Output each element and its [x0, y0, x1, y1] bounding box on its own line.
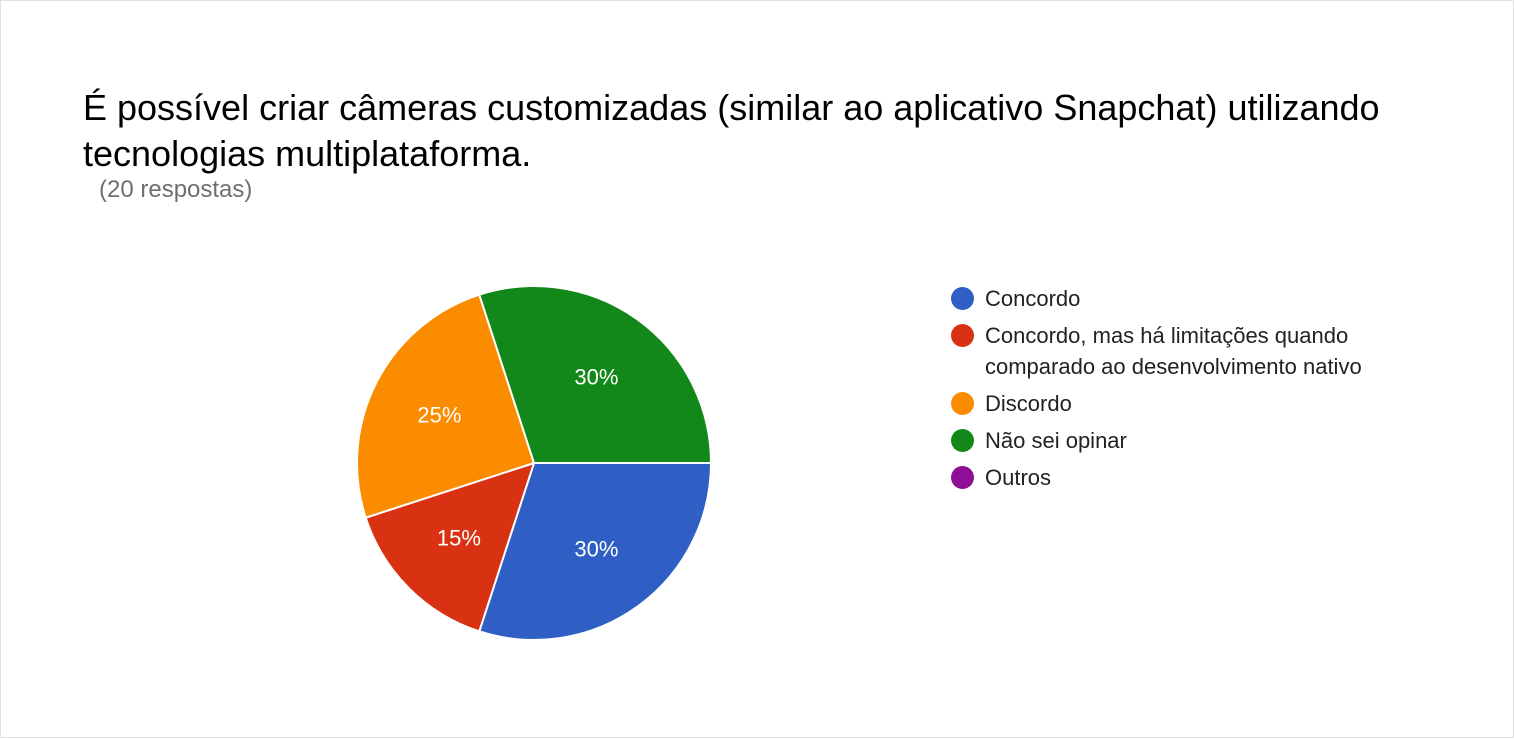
legend-item-0[interactable]: Concordo	[951, 283, 1371, 314]
chart-legend: Concordo Concordo, mas há limitações quan…	[951, 283, 1371, 499]
pie-slice-1[interactable]	[364, 461, 536, 633]
legend-swatch-2	[951, 392, 974, 415]
legend-item-3[interactable]: Não sei opinar	[951, 425, 1371, 456]
legend-label-0: Concordo	[985, 286, 1081, 311]
response-count: (20 respostas)	[99, 176, 253, 203]
pie-slice-label-3: 30%	[574, 365, 618, 390]
legend-label-2: Discordo	[985, 391, 1072, 416]
legend-swatch-1	[951, 324, 974, 347]
legend-label-4: Outros	[985, 465, 1052, 490]
pie-slice-label-0: 30%	[574, 536, 618, 561]
pie-slice-label-1: 15%	[437, 526, 481, 551]
legend-label-3: Não sei opinar	[985, 428, 1127, 453]
legend-swatch-3	[951, 429, 974, 452]
chart-title: É possível criar câmeras customizadas (s…	[83, 87, 1380, 174]
pie-slice-3[interactable]	[478, 285, 713, 464]
pie-slice-2[interactable]	[356, 293, 536, 519]
legend-label-1: Concordo, mas há limitações quando compa…	[985, 323, 1362, 379]
legend-item-2[interactable]: Discordo	[951, 388, 1371, 419]
pie-slice-label-2: 25%	[417, 402, 461, 427]
legend-item-4[interactable]: Outros	[951, 462, 1371, 493]
legend-swatch-4	[951, 466, 974, 489]
pie-slice-0[interactable]	[478, 462, 713, 641]
legend-item-1[interactable]: Concordo, mas há limitações quando compa…	[951, 320, 1371, 382]
legend-swatch-0	[951, 287, 974, 310]
